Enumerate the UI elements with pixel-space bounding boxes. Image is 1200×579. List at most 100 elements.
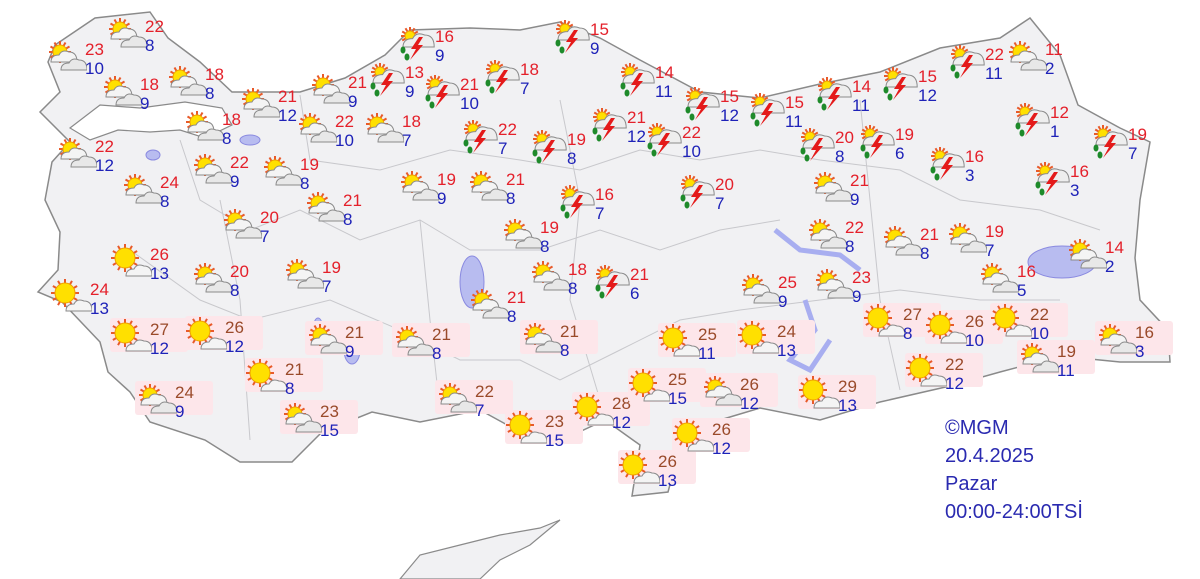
max-temperature: 24 bbox=[90, 280, 109, 299]
min-temperature: 8 bbox=[560, 341, 570, 360]
partly-cloudy-icon bbox=[1005, 38, 1048, 74]
thunderstorm-rain-icon bbox=[878, 65, 920, 101]
max-temperature: 14 bbox=[655, 63, 674, 82]
thunderstorm-rain-icon bbox=[745, 91, 787, 127]
max-temperature: 23 bbox=[320, 402, 339, 421]
max-temperature: 21 bbox=[285, 360, 304, 379]
thunderstorm-rain-icon bbox=[1088, 123, 1130, 159]
thunderstorm-rain-icon bbox=[925, 145, 967, 181]
min-temperature: 9 bbox=[850, 190, 860, 209]
max-temperature: 19 bbox=[540, 218, 559, 237]
thunderstorm-rain-icon bbox=[365, 61, 407, 97]
max-temperature: 21 bbox=[627, 108, 646, 127]
max-temperature: 26 bbox=[658, 452, 677, 471]
min-temperature: 8 bbox=[835, 147, 845, 166]
min-temperature: 9 bbox=[435, 46, 445, 65]
min-temperature: 9 bbox=[437, 189, 447, 208]
min-temperature: 8 bbox=[920, 244, 930, 263]
partly-cloudy-icon bbox=[280, 400, 323, 436]
max-temperature: 22 bbox=[145, 17, 164, 36]
partly-cloudy-icon bbox=[165, 63, 208, 99]
max-temperature: 21 bbox=[278, 87, 297, 106]
max-temperature: 19 bbox=[300, 155, 319, 174]
min-temperature: 9 bbox=[778, 292, 788, 311]
partly-cloudy-icon bbox=[700, 373, 743, 409]
max-temperature: 22 bbox=[335, 112, 354, 131]
max-temperature: 16 bbox=[965, 147, 984, 166]
max-temperature: 16 bbox=[1070, 162, 1089, 181]
mostly-sunny-icon bbox=[50, 278, 93, 314]
mostly-sunny-icon bbox=[245, 358, 288, 394]
min-temperature: 12 bbox=[95, 156, 114, 175]
partly-cloudy-icon bbox=[260, 153, 303, 189]
thunderstorm-rain-icon bbox=[1010, 101, 1052, 137]
partly-cloudy-icon bbox=[45, 38, 88, 74]
max-temperature: 29 bbox=[838, 377, 857, 396]
partly-cloudy-icon bbox=[308, 71, 351, 107]
min-temperature: 8 bbox=[845, 237, 855, 256]
max-temperature: 27 bbox=[903, 305, 922, 324]
thunderstorm-rain-icon bbox=[480, 58, 522, 94]
thunderstorm-rain-icon bbox=[527, 128, 569, 164]
min-temperature: 9 bbox=[140, 94, 150, 113]
partly-cloudy-icon bbox=[520, 320, 563, 356]
partly-cloudy-icon bbox=[467, 286, 510, 322]
max-temperature: 22 bbox=[1030, 305, 1049, 324]
partly-cloudy-icon bbox=[1095, 321, 1138, 357]
min-temperature: 9 bbox=[175, 402, 185, 421]
max-temperature: 21 bbox=[345, 323, 364, 342]
thunderstorm-rain-icon bbox=[855, 123, 897, 159]
min-temperature: 2 bbox=[1045, 59, 1055, 78]
min-temperature: 2 bbox=[1105, 257, 1115, 276]
min-temperature: 8 bbox=[205, 84, 215, 103]
max-temperature: 26 bbox=[225, 318, 244, 337]
partly-cloudy-icon bbox=[190, 151, 233, 187]
max-temperature: 21 bbox=[343, 191, 362, 210]
min-temperature: 1 bbox=[1050, 122, 1060, 141]
min-temperature: 10 bbox=[965, 331, 984, 350]
partly-cloudy-icon bbox=[220, 206, 263, 242]
thunderstorm-rain-icon bbox=[675, 173, 717, 209]
max-temperature: 22 bbox=[498, 120, 517, 139]
min-temperature: 8 bbox=[285, 379, 295, 398]
min-temperature: 12 bbox=[918, 86, 937, 105]
mostly-sunny-icon bbox=[863, 303, 906, 339]
partly-cloudy-icon bbox=[303, 189, 346, 225]
min-temperature: 10 bbox=[335, 131, 354, 150]
min-temperature: 11 bbox=[852, 96, 870, 115]
partly-cloudy-icon bbox=[190, 260, 233, 296]
min-temperature: 9 bbox=[852, 287, 862, 306]
max-temperature: 16 bbox=[435, 27, 454, 46]
min-temperature: 13 bbox=[838, 396, 857, 415]
max-temperature: 28 bbox=[612, 394, 631, 413]
min-temperature: 11 bbox=[1057, 361, 1075, 380]
forecast-date: 20.4.2025 bbox=[945, 445, 1034, 467]
max-temperature: 22 bbox=[845, 218, 864, 237]
min-temperature: 9 bbox=[405, 82, 415, 101]
forecast-day: Pazar bbox=[945, 473, 998, 495]
partly-cloudy-icon bbox=[738, 271, 781, 307]
min-temperature: 6 bbox=[895, 144, 905, 163]
min-temperature: 12 bbox=[945, 374, 964, 393]
max-temperature: 18 bbox=[520, 60, 539, 79]
min-temperature: 9 bbox=[230, 172, 240, 191]
min-temperature: 15 bbox=[320, 421, 339, 440]
partly-cloudy-icon bbox=[977, 260, 1020, 296]
max-temperature: 18 bbox=[222, 110, 241, 129]
min-temperature: 7 bbox=[595, 204, 605, 223]
min-temperature: 12 bbox=[712, 439, 731, 458]
lake-sapanca bbox=[239, 134, 261, 146]
max-temperature: 21 bbox=[630, 265, 649, 284]
partly-cloudy-icon bbox=[362, 110, 405, 146]
max-temperature: 22 bbox=[475, 382, 494, 401]
max-temperature: 22 bbox=[985, 45, 1004, 64]
thunderstorm-rain-icon bbox=[680, 85, 722, 121]
min-temperature: 11 bbox=[698, 344, 716, 363]
max-temperature: 26 bbox=[150, 245, 169, 264]
max-temperature: 19 bbox=[985, 222, 1004, 241]
min-temperature: 10 bbox=[85, 59, 104, 78]
cyprus bbox=[399, 519, 561, 579]
thunderstorm-rain-icon bbox=[590, 263, 632, 299]
max-temperature: 22 bbox=[95, 137, 114, 156]
